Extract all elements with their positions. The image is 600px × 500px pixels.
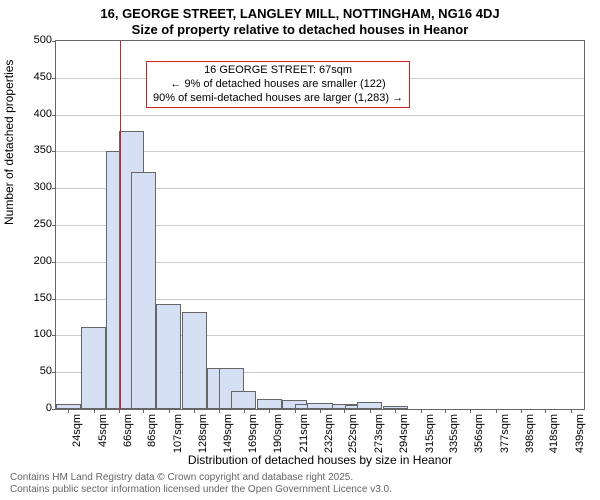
- histogram-bar: [182, 312, 207, 409]
- y-tick-mark: [52, 41, 56, 42]
- y-tick-label: 150: [34, 292, 52, 304]
- annotation-line1: 16 GEORGE STREET: 67sqm: [153, 64, 403, 78]
- chart-title-main: 16, GEORGE STREET, LANGLEY MILL, NOTTING…: [0, 6, 600, 21]
- histogram-bar: [81, 327, 106, 409]
- x-tick-mark: [295, 409, 296, 413]
- y-tick-mark: [52, 372, 56, 373]
- x-tick-label: 190sqm: [272, 414, 284, 458]
- y-axis-label: Number of detached properties: [2, 60, 16, 225]
- x-tick-label: 315sqm: [424, 414, 436, 458]
- property-marker-line: [120, 41, 121, 409]
- y-tick-label: 450: [34, 71, 52, 83]
- x-tick-mark: [219, 409, 220, 413]
- footer-attribution: Contains HM Land Registry data © Crown c…: [10, 472, 392, 496]
- x-tick-label: 211sqm: [298, 414, 310, 458]
- y-tick-mark: [52, 225, 56, 226]
- x-axis-label: Distribution of detached houses by size …: [55, 453, 585, 467]
- x-tick-mark: [143, 409, 144, 413]
- x-tick-label: 86sqm: [146, 414, 158, 458]
- y-tick-mark: [52, 78, 56, 79]
- x-tick-label: 398sqm: [524, 414, 536, 458]
- y-tick-mark: [52, 115, 56, 116]
- x-tick-label: 294sqm: [398, 414, 410, 458]
- x-tick-label: 107sqm: [172, 414, 184, 458]
- y-tick-label: 200: [34, 255, 52, 267]
- histogram-bar: [231, 391, 256, 409]
- x-tick-mark: [395, 409, 396, 413]
- x-tick-mark: [244, 409, 245, 413]
- x-tick-mark: [470, 409, 471, 413]
- y-tick-label: 300: [34, 181, 52, 193]
- plot-area: 16 GEORGE STREET: 67sqm← 9% of detached …: [55, 40, 585, 410]
- y-tick-label: 350: [34, 144, 52, 156]
- y-tick-label: 250: [34, 218, 52, 230]
- y-tick-mark: [52, 299, 56, 300]
- y-tick-label: 0: [46, 402, 52, 414]
- x-tick-mark: [370, 409, 371, 413]
- x-tick-label: 169sqm: [247, 414, 259, 458]
- x-tick-label: 418sqm: [548, 414, 560, 458]
- histogram-bar: [156, 304, 181, 409]
- annotation-line2: ← 9% of detached houses are smaller (122…: [153, 78, 403, 92]
- x-tick-mark: [344, 409, 345, 413]
- x-tick-mark: [545, 409, 546, 413]
- histogram-bar: [357, 402, 382, 409]
- annotation-line3: 90% of semi-detached houses are larger (…: [153, 92, 403, 106]
- annotation-box: 16 GEORGE STREET: 67sqm← 9% of detached …: [146, 61, 410, 108]
- x-tick-label: 232sqm: [323, 414, 335, 458]
- histogram-chart: 16, GEORGE STREET, LANGLEY MILL, NOTTING…: [0, 0, 600, 500]
- x-tick-mark: [445, 409, 446, 413]
- x-tick-mark: [169, 409, 170, 413]
- y-tick-label: 400: [34, 108, 52, 120]
- x-tick-label: 149sqm: [222, 414, 234, 458]
- x-tick-mark: [571, 409, 572, 413]
- x-tick-mark: [194, 409, 195, 413]
- footer-line2: Contains public sector information licen…: [10, 484, 392, 496]
- x-tick-label: 377sqm: [499, 414, 511, 458]
- x-tick-label: 356sqm: [473, 414, 485, 458]
- x-tick-mark: [94, 409, 95, 413]
- x-tick-mark: [496, 409, 497, 413]
- x-tick-mark: [119, 409, 120, 413]
- chart-title-sub: Size of property relative to detached ho…: [0, 22, 600, 37]
- x-tick-label: 252sqm: [347, 414, 359, 458]
- x-tick-label: 45sqm: [97, 414, 109, 458]
- y-tick-label: 100: [34, 328, 52, 340]
- gridline: [56, 115, 584, 116]
- x-tick-mark: [421, 409, 422, 413]
- x-tick-label: 66sqm: [122, 414, 134, 458]
- x-tick-mark: [320, 409, 321, 413]
- x-tick-label: 439sqm: [574, 414, 586, 458]
- histogram-bar: [257, 399, 282, 409]
- footer-line1: Contains HM Land Registry data © Crown c…: [10, 472, 392, 484]
- y-tick-mark: [52, 409, 56, 410]
- x-tick-label: 128sqm: [197, 414, 209, 458]
- x-tick-mark: [68, 409, 69, 413]
- x-tick-label: 273sqm: [373, 414, 385, 458]
- y-tick-label: 50: [40, 365, 52, 377]
- x-tick-label: 335sqm: [448, 414, 460, 458]
- x-tick-mark: [521, 409, 522, 413]
- x-tick-mark: [269, 409, 270, 413]
- y-tick-label: 500: [34, 34, 52, 46]
- x-tick-label: 24sqm: [71, 414, 83, 458]
- histogram-bar: [131, 172, 156, 409]
- y-tick-mark: [52, 188, 56, 189]
- y-tick-mark: [52, 335, 56, 336]
- y-tick-mark: [52, 151, 56, 152]
- y-tick-mark: [52, 262, 56, 263]
